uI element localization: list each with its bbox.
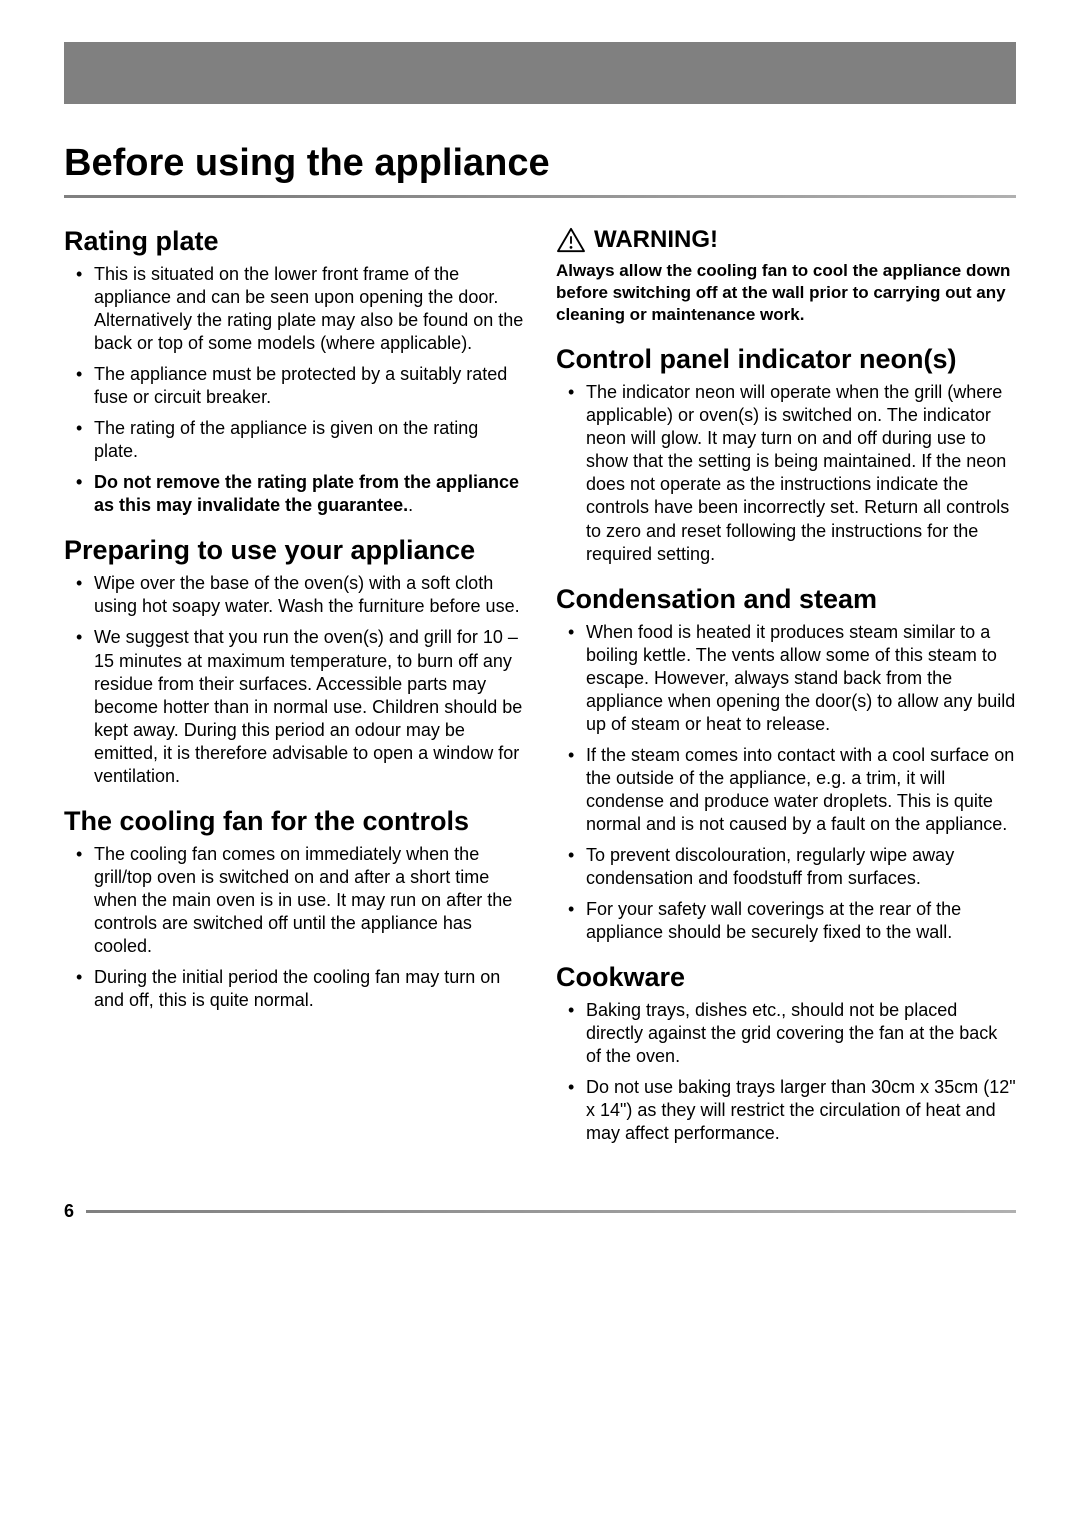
cookware-list: Baking trays, dishes etc., should not be… xyxy=(556,999,1016,1145)
list-item: This is situated on the lower front fram… xyxy=(64,263,524,355)
page-number: 6 xyxy=(64,1201,74,1222)
title-underline xyxy=(64,195,1016,198)
footer-line xyxy=(86,1210,1016,1213)
list-item-bold: Do not remove the rating plate from the … xyxy=(64,471,524,517)
page-container: Before using the appliance Rating plate … xyxy=(0,0,1080,1252)
list-item: For your safety wall coverings at the re… xyxy=(556,898,1016,944)
bold-text: Do not remove the rating plate from the … xyxy=(94,472,519,515)
main-title: Before using the appliance xyxy=(64,142,1016,185)
section-rating-plate: Rating plate xyxy=(64,226,524,257)
rating-plate-list: This is situated on the lower front fram… xyxy=(64,263,524,517)
list-item: Wipe over the base of the oven(s) with a… xyxy=(64,572,524,618)
page-footer: 6 xyxy=(64,1201,1016,1222)
list-item: The rating of the appliance is given on … xyxy=(64,417,524,463)
condensation-list: When food is heated it produces steam si… xyxy=(556,621,1016,944)
warning-triangle-icon xyxy=(556,227,586,253)
control-panel-list: The indicator neon will operate when the… xyxy=(556,381,1016,565)
list-item: During the initial period the cooling fa… xyxy=(64,966,524,1012)
preparing-list: Wipe over the base of the oven(s) with a… xyxy=(64,572,524,787)
header-bar xyxy=(64,42,1016,104)
list-item: When food is heated it produces steam si… xyxy=(556,621,1016,736)
section-cooling-fan: The cooling fan for the controls xyxy=(64,806,524,837)
list-item: The cooling fan comes on immediately whe… xyxy=(64,843,524,958)
warning-header: WARNING! xyxy=(556,226,1016,254)
section-condensation: Condensation and steam xyxy=(556,584,1016,615)
cooling-fan-list: The cooling fan comes on immediately whe… xyxy=(64,843,524,1012)
warning-text: Always allow the cooling fan to cool the… xyxy=(556,260,1016,326)
warning-label: WARNING! xyxy=(594,226,718,254)
list-item: Do not use baking trays larger than 30cm… xyxy=(556,1076,1016,1145)
list-item: Baking trays, dishes etc., should not be… xyxy=(556,999,1016,1068)
right-column: WARNING! Always allow the cooling fan to… xyxy=(556,226,1016,1153)
content-columns: Rating plate This is situated on the low… xyxy=(64,226,1016,1153)
section-preparing: Preparing to use your appliance xyxy=(64,535,524,566)
list-item: The appliance must be protected by a sui… xyxy=(64,363,524,409)
trailing-period: . xyxy=(408,495,413,515)
section-cookware: Cookware xyxy=(556,962,1016,993)
list-item: If the steam comes into contact with a c… xyxy=(556,744,1016,836)
list-item: We suggest that you run the oven(s) and … xyxy=(64,626,524,787)
list-item: The indicator neon will operate when the… xyxy=(556,381,1016,565)
section-control-panel: Control panel indicator neon(s) xyxy=(556,344,1016,375)
left-column: Rating plate This is situated on the low… xyxy=(64,226,524,1153)
list-item: To prevent discolouration, regularly wip… xyxy=(556,844,1016,890)
